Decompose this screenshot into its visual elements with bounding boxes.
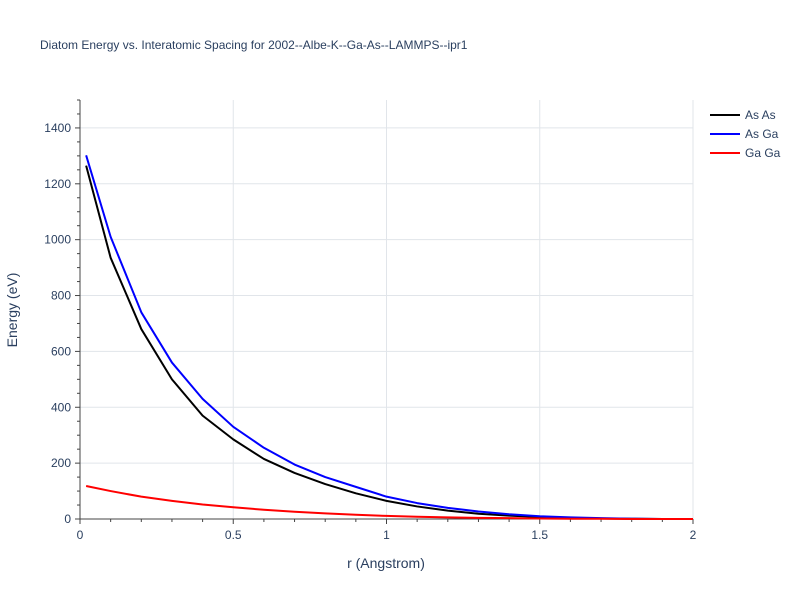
x-tick-label: 0.5 <box>225 528 242 542</box>
y-tick-label: 800 <box>51 289 71 303</box>
y-tick-label: 200 <box>51 456 71 470</box>
legend: As As As Ga Ga Ga <box>710 108 781 160</box>
y-tick-label: 1000 <box>44 233 71 247</box>
series-line-ga-ga <box>85 485 693 520</box>
y-tick-label: 1200 <box>44 177 71 191</box>
grid <box>80 100 694 519</box>
x-axis-title: r (Angstrom) <box>347 555 425 571</box>
legend-label: As Ga <box>745 127 779 141</box>
series-lines <box>85 155 693 520</box>
legend-label: As As <box>745 108 776 122</box>
series-line-as-ga <box>85 155 693 520</box>
x-tick-label: 1.5 <box>531 528 548 542</box>
y-tick-label: 600 <box>51 344 71 358</box>
x-tick-label: 1 <box>383 528 390 542</box>
y-tick-label: 0 <box>64 512 71 526</box>
chart-title: Diatom Energy vs. Interatomic Spacing fo… <box>40 38 468 52</box>
legend-label: Ga Ga <box>745 146 781 160</box>
y-axis-title: Energy (eV) <box>4 273 20 348</box>
tick-labels: 0 200 400 600 800 1000 1200 1400 0 0.5 1 1.5 2 <box>44 121 696 542</box>
series-line-as-as <box>85 165 693 520</box>
x-tick-label: 2 <box>690 528 697 542</box>
axes <box>75 99 694 524</box>
y-tick-label: 1400 <box>44 121 71 135</box>
x-tick-label: 0 <box>77 528 84 542</box>
y-tick-label: 400 <box>51 400 71 414</box>
